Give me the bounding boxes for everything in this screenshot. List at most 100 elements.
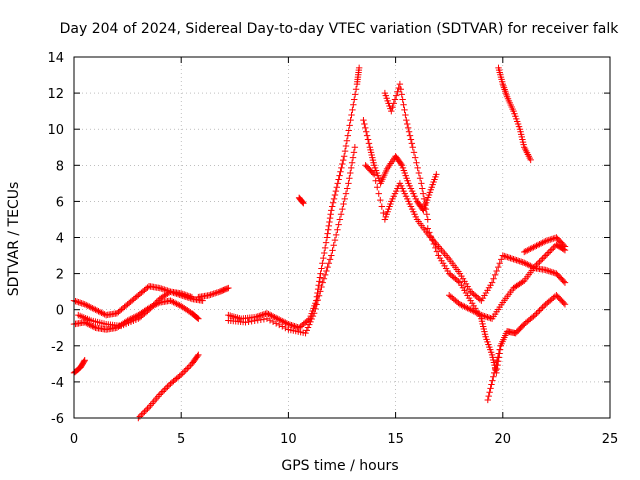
data-point [95,308,102,315]
data-point [511,256,519,263]
data-point [508,255,516,262]
data-point [312,305,319,313]
data-point [158,389,165,397]
data-point [476,311,484,318]
data-point [362,128,370,135]
data-point [257,316,265,323]
data-point [277,317,284,324]
data-point [375,190,382,197]
data-point [347,169,354,177]
data-point [253,313,260,321]
data-point [370,171,378,178]
data-point [397,160,405,168]
data-point [486,389,493,396]
data-point [484,396,491,404]
y-tick-label: 12 [47,87,64,102]
data-point [519,259,526,266]
data-point [223,285,231,292]
data-point [534,241,542,249]
data-point [456,301,464,308]
data-point [161,386,168,394]
data-point [323,267,330,275]
data-point [422,205,430,213]
data-point [138,411,145,419]
data-point [325,226,332,233]
y-tick-label: -4 [51,376,64,391]
data-point [502,253,510,260]
data-point [521,248,528,256]
data-point [205,292,213,299]
data-point [346,122,353,129]
data-point [540,253,548,261]
data-point [291,323,298,330]
data-point [481,312,488,320]
data-point [461,303,468,310]
data-point [194,352,201,360]
data-point [208,291,216,298]
data-point [195,351,202,359]
data-point [402,111,409,119]
data-point [144,284,151,291]
data-point [429,236,436,244]
data-point [349,106,356,114]
data-point [294,324,301,331]
data-point [337,211,345,218]
data-point [531,311,539,319]
data-point [519,278,526,286]
data-point [534,308,542,316]
data-point [560,242,567,249]
series-track-j [360,116,440,214]
data-point [365,140,373,147]
data-point [269,313,277,320]
data-point [404,124,412,132]
data-point [167,297,174,304]
data-point [530,313,537,320]
data-point [501,252,508,260]
data-point [533,310,540,317]
data-point [547,268,554,275]
data-point [321,271,329,279]
data-point [99,310,107,317]
data-point [341,195,348,203]
data-point [491,365,499,373]
data-point [550,244,557,252]
data-point [493,358,501,365]
data-point [485,392,492,400]
data-point [492,361,500,369]
data-point [156,284,163,292]
data-point [324,263,331,271]
data-point [268,312,275,319]
data-point [89,323,96,330]
data-point [144,307,151,315]
data-point [415,169,423,177]
data-point [522,247,529,255]
data-point [162,385,170,392]
data-point [263,310,271,317]
data-point [542,237,549,245]
data-point [265,310,272,318]
data-point [473,309,480,316]
y-tick-label: 4 [56,232,64,247]
series-track-o [446,241,569,322]
data-point [179,369,186,377]
data-point [410,149,418,156]
data-point [524,261,531,268]
x-tick-label: 5 [177,432,185,447]
data-point [350,149,358,156]
data-point [325,260,333,267]
data-point [427,233,435,240]
data-point [171,299,179,307]
data-point [321,244,329,252]
data-point [340,156,347,164]
data-point [539,255,546,262]
data-point [288,321,295,329]
data-point [533,242,540,249]
data-point [494,354,502,361]
data-point [345,127,352,134]
data-point [547,247,554,255]
data-point [407,136,415,143]
data-point [150,301,157,309]
data-point [493,267,500,275]
y-tick-label: -2 [51,340,64,355]
data-point [408,140,416,147]
